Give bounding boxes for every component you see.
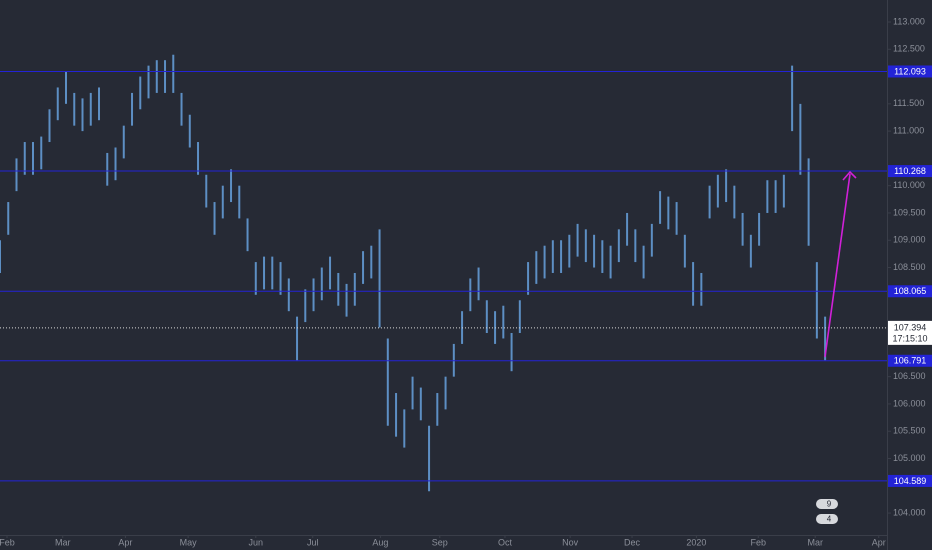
badge — [816, 514, 838, 524]
level-label: 110.268 — [894, 166, 926, 176]
x-tick-label: Nov — [562, 537, 579, 547]
x-tick-label: Dec — [624, 537, 641, 547]
level-label-bg — [888, 474, 932, 487]
trend-arrow — [824, 173, 851, 358]
y-tick-label: 105.500 — [893, 426, 926, 436]
y-tick-label: 111.500 — [893, 98, 924, 108]
level-label-bg — [888, 354, 932, 367]
countdown-label: 17:15:10 — [892, 333, 927, 343]
y-tick-label: 104.000 — [893, 507, 926, 517]
y-tick-label: 113.000 — [893, 16, 925, 26]
y-tick-label: 108.500 — [893, 262, 926, 272]
current-price-label: 107.394 — [894, 322, 927, 332]
x-tick-label: Feb — [0, 537, 15, 547]
y-tick-label: 112.500 — [893, 44, 925, 54]
plot-layer — [0, 54, 887, 492]
x-tick-label: Mar — [55, 537, 71, 547]
y-tick-label: 110.000 — [893, 180, 925, 190]
level-label: 104.589 — [894, 476, 927, 486]
x-tick-label: Apr — [872, 537, 886, 547]
badge — [816, 499, 838, 509]
level-label-bg — [888, 285, 932, 298]
y-tick-label: 111.000 — [893, 125, 924, 135]
y-tick-label: 109.000 — [893, 235, 926, 245]
x-tick-label: Aug — [372, 537, 388, 547]
x-tick-label: Sep — [432, 537, 448, 547]
x-tick-label: Apr — [118, 537, 132, 547]
x-tick-label: May — [180, 537, 198, 547]
level-label: 106.791 — [894, 356, 927, 366]
x-tick-label: Jul — [307, 537, 319, 547]
badges: 9 4 — [816, 499, 838, 524]
y-tick-label: 105.000 — [893, 453, 926, 463]
x-tick-label: 2020 — [686, 537, 706, 547]
x-tick-label: Oct — [498, 537, 513, 547]
level-label-bg — [888, 165, 932, 178]
level-label: 112.093 — [894, 66, 926, 76]
level-label: 108.065 — [894, 286, 927, 296]
level-label-bg — [888, 65, 932, 78]
x-tick-label: Feb — [751, 537, 767, 547]
badge-text: 9 — [827, 500, 832, 509]
x-tick-label: Jun — [249, 537, 264, 547]
arrow-head — [842, 170, 857, 181]
y-tick-label: 106.500 — [893, 371, 926, 381]
y-tick-label: 106.000 — [893, 398, 926, 408]
current-price-bg — [888, 320, 932, 345]
badge-text: 4 — [827, 515, 832, 524]
y-tick-label: 109.500 — [893, 207, 926, 217]
x-tick-label: Mar — [807, 537, 823, 547]
